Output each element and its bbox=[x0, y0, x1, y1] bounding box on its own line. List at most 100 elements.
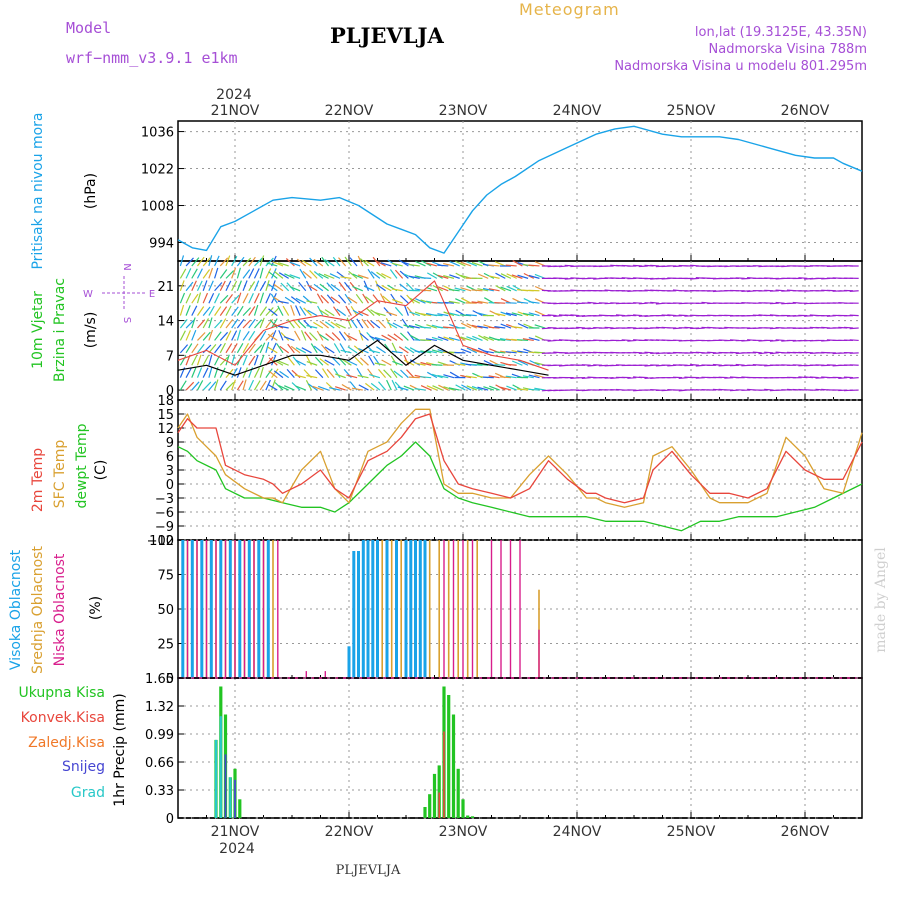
wind-barb bbox=[299, 305, 307, 316]
wind-barb bbox=[248, 306, 256, 316]
wind-barb bbox=[471, 385, 483, 391]
wind-barb bbox=[511, 326, 523, 329]
date-bottom-22nov: 22NOV bbox=[325, 824, 374, 840]
wind-barb bbox=[318, 309, 329, 317]
wind-barbs bbox=[179, 255, 859, 392]
ytick-label: 14 bbox=[157, 315, 174, 330]
date-top-23nov: 23NOV bbox=[439, 103, 488, 119]
ytick-label: 0 bbox=[166, 812, 174, 827]
wind-barb bbox=[268, 370, 278, 379]
model-elevation-text: Nadmorska Visina u modelu 801.295m bbox=[614, 59, 867, 74]
wind-barb bbox=[482, 376, 494, 379]
wind-barb bbox=[267, 346, 278, 354]
cloud-bar bbox=[418, 540, 422, 678]
wind-barb bbox=[724, 377, 734, 379]
ytick-label: −6 bbox=[155, 506, 174, 521]
wind-barb bbox=[219, 318, 227, 329]
wind-barb bbox=[326, 282, 335, 292]
wind-barb bbox=[443, 275, 455, 279]
wind-barb bbox=[488, 375, 500, 379]
wind-barb bbox=[304, 331, 312, 341]
cloud-bar bbox=[443, 540, 445, 678]
cloud-bar bbox=[385, 540, 389, 678]
wind-barb bbox=[378, 368, 387, 379]
wind-barb bbox=[242, 293, 249, 304]
wind-barb bbox=[391, 379, 398, 391]
wind-barb bbox=[359, 332, 369, 341]
wind-barb bbox=[358, 329, 364, 341]
cloud-bar bbox=[490, 540, 493, 678]
cloud-bar bbox=[395, 540, 398, 678]
cloud-bar bbox=[266, 540, 270, 678]
wind-barb bbox=[277, 305, 284, 316]
wind-barb bbox=[471, 349, 483, 354]
wind-barb bbox=[231, 280, 238, 292]
wind-barb bbox=[482, 287, 494, 292]
wind-barb bbox=[295, 297, 307, 304]
wind-barb bbox=[455, 334, 466, 341]
ytick-label: 0.33 bbox=[145, 784, 174, 799]
wind-barb bbox=[278, 272, 289, 279]
wind-barb bbox=[287, 318, 295, 329]
wind-barb bbox=[284, 385, 295, 391]
cloud-bar bbox=[409, 540, 413, 678]
precip-legend-2: Konvek.Kisa bbox=[21, 710, 105, 726]
wind-barb bbox=[236, 318, 245, 329]
wind-barb bbox=[376, 271, 386, 279]
wind-barb bbox=[460, 261, 472, 267]
cloud-bar bbox=[181, 540, 185, 678]
ytick-label: 0 bbox=[166, 478, 174, 493]
wind-barb bbox=[208, 366, 213, 378]
wind-barb bbox=[346, 359, 358, 366]
wind-barb bbox=[225, 270, 235, 279]
wind-barb bbox=[307, 309, 318, 317]
wind-barb bbox=[254, 319, 263, 329]
wind-barb bbox=[437, 313, 449, 317]
wind-barb bbox=[455, 384, 466, 391]
wind-barb bbox=[522, 312, 534, 317]
wind-barb bbox=[443, 374, 455, 379]
temp-unit: (C) bbox=[93, 460, 109, 481]
wind-barb bbox=[758, 352, 768, 355]
wind-barb bbox=[191, 381, 200, 391]
wind-barb bbox=[202, 280, 208, 291]
wind-barb bbox=[443, 263, 455, 267]
wind-barb bbox=[265, 257, 274, 267]
ytick-label: 0.66 bbox=[145, 756, 174, 771]
wind-barb bbox=[465, 375, 477, 379]
date-bottom-25nov: 25NOV bbox=[667, 824, 716, 840]
wind-barb bbox=[650, 301, 660, 304]
wind-barb bbox=[242, 280, 248, 292]
cloud-bar bbox=[247, 540, 251, 678]
wind-barb bbox=[271, 268, 277, 279]
ytick-label: 75 bbox=[157, 569, 174, 584]
footer-station: PLJEVLJA bbox=[336, 863, 401, 878]
wind-barb bbox=[290, 305, 295, 316]
wind-barb bbox=[254, 344, 263, 354]
date-bottom-23nov: 23NOV bbox=[439, 824, 488, 840]
wind-barb bbox=[528, 274, 540, 279]
wind-barb bbox=[196, 256, 205, 267]
wind-barb bbox=[621, 339, 631, 342]
wind-barb bbox=[179, 280, 185, 291]
wind-barb bbox=[690, 363, 700, 366]
wind-barb bbox=[394, 381, 404, 391]
wind-barb bbox=[301, 259, 312, 267]
wind-barb bbox=[488, 275, 500, 279]
wind-barb bbox=[346, 374, 358, 379]
wind-barb bbox=[494, 302, 506, 304]
wind-barb bbox=[477, 300, 489, 304]
wind-barb bbox=[214, 282, 223, 292]
wind-barb bbox=[242, 257, 252, 267]
wind-barb bbox=[253, 293, 260, 304]
wind-barb bbox=[302, 270, 312, 279]
wind-barb bbox=[278, 330, 284, 341]
wind-barb bbox=[849, 339, 859, 342]
wind-barb bbox=[295, 359, 307, 366]
wind-barb bbox=[326, 368, 335, 379]
ytick-label: 1022 bbox=[141, 163, 174, 178]
wind-barb bbox=[191, 329, 197, 341]
wind-barb bbox=[381, 334, 392, 341]
wind-barb bbox=[265, 307, 274, 317]
wind-barb bbox=[460, 322, 472, 329]
